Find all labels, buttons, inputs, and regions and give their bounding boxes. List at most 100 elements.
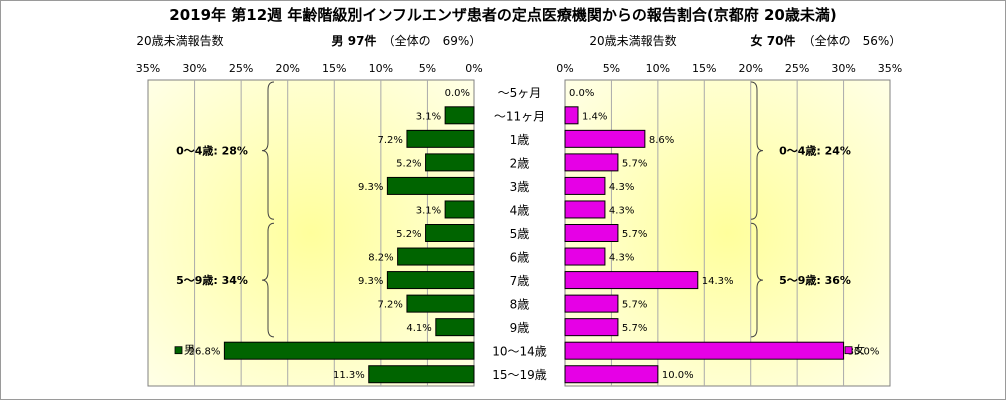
axis-ticks: 35% 30% 25% 20% 15% 10% 5% 0% 0% 5% 10% 15% 20% 25% 30… bbox=[136, 62, 902, 75]
right-tick-label: 10% bbox=[646, 62, 670, 75]
group-labels: 0～4歳: 28% 5～9歳: 34% 0～4歳: 24% 5～9歳: 36% bbox=[176, 144, 851, 287]
male-bar bbox=[444, 106, 475, 125]
left-tick-label: 0% bbox=[465, 62, 482, 75]
female-data-label: 4.3% bbox=[609, 253, 634, 264]
female-data-label: 4.3% bbox=[609, 205, 634, 216]
legend: 男女 bbox=[174, 343, 865, 357]
female-data-label: 5.7% bbox=[622, 300, 647, 311]
male-data-label: 0.0% bbox=[445, 88, 470, 99]
left-tick-label: 5% bbox=[419, 62, 436, 75]
female-bar bbox=[564, 271, 699, 290]
female-brace-0-4 bbox=[750, 81, 764, 220]
legend-swatch-female bbox=[844, 346, 853, 355]
category-label: 15～19歳 bbox=[492, 368, 547, 382]
male-data-label: 11.3% bbox=[333, 370, 365, 381]
left-tick-label: 20% bbox=[275, 62, 299, 75]
female-brace-5-9 bbox=[750, 222, 764, 338]
male-data-label: 9.3% bbox=[358, 182, 383, 193]
female-data-label: 0.0% bbox=[569, 88, 594, 99]
male-bar bbox=[406, 129, 475, 148]
female-bar bbox=[564, 247, 606, 266]
female-bar bbox=[564, 200, 606, 219]
female-group-label-5-9: 5～9歳: 36% bbox=[779, 273, 851, 287]
male-bar bbox=[444, 200, 475, 219]
right-tick-label: 0% bbox=[556, 62, 573, 75]
male-bar bbox=[425, 153, 475, 172]
right-tick-label: 35% bbox=[878, 62, 902, 75]
female-bar bbox=[564, 318, 619, 337]
male-bar bbox=[406, 294, 475, 313]
category-label: 6歳 bbox=[510, 251, 530, 265]
right-axis-label: 20歳未満報告数 bbox=[589, 33, 676, 48]
male-data-label: 7.2% bbox=[378, 135, 403, 146]
male-bar bbox=[397, 247, 475, 266]
female-data-label: 4.3% bbox=[609, 182, 634, 193]
legend-label-female: 女 bbox=[854, 343, 865, 357]
female-data-label: 5.7% bbox=[622, 229, 647, 240]
left-tick-label: 10% bbox=[369, 62, 393, 75]
right-tick-label: 30% bbox=[831, 62, 855, 75]
data-labels: 0.0% 0.0% 3.1% 1.4% 7.2% 8.6% 5.2% 5.7% 9.3% 4.3%… bbox=[189, 88, 880, 381]
left-tick-label: 15% bbox=[322, 62, 346, 75]
male-group-label-5-9: 5～9歳: 34% bbox=[176, 273, 248, 287]
male-data-label: 5.2% bbox=[396, 229, 421, 240]
right-series-header: 女 70件 bbox=[751, 33, 796, 48]
male-bar bbox=[386, 271, 475, 290]
male-data-label: 3.1% bbox=[416, 205, 441, 216]
female-data-label: 5.7% bbox=[622, 158, 647, 169]
category-label: 8歳 bbox=[510, 298, 530, 312]
male-brace-0-4 bbox=[261, 81, 275, 220]
left-tick-label: 30% bbox=[182, 62, 206, 75]
female-bar bbox=[564, 341, 845, 360]
legend-swatch-male bbox=[174, 346, 183, 355]
category-label: ～5ヶ月 bbox=[498, 86, 542, 100]
chart-title: 2019年 第12週 年齢階級別インフルエンザ患者の定点医療機関からの報告割合(… bbox=[169, 6, 836, 24]
bars bbox=[223, 106, 845, 384]
male-data-label: 4.1% bbox=[406, 323, 431, 334]
male-data-label: 26.8% bbox=[189, 347, 221, 358]
female-bar bbox=[564, 129, 646, 148]
female-data-label: 5.7% bbox=[622, 323, 647, 334]
left-axis-label: 20歳未満報告数 bbox=[136, 33, 223, 48]
category-label: 10～14歳 bbox=[492, 345, 547, 359]
legend-label-male: 男 bbox=[184, 344, 195, 357]
female-bar bbox=[564, 294, 619, 313]
female-group-label-0-4: 0～4歳: 24% bbox=[779, 144, 851, 158]
category-label: 4歳 bbox=[510, 203, 530, 217]
category-label: ～11ヶ月 bbox=[494, 109, 545, 123]
category-labels: ～5ヶ月 ～11ヶ月 1歳 2歳 3歳 4歳 5歳 6歳 7歳 8歳 9歳 10～14歳 15～19歳 bbox=[492, 86, 547, 382]
female-data-label: 8.6% bbox=[649, 135, 674, 146]
female-data-label: 10.0% bbox=[662, 370, 694, 381]
right-tick-label: 25% bbox=[785, 62, 809, 75]
male-brace-5-9 bbox=[261, 222, 275, 338]
category-label: 2歳 bbox=[510, 156, 530, 170]
male-data-label: 3.1% bbox=[416, 111, 441, 122]
category-label: 5歳 bbox=[510, 227, 530, 241]
left-share-label: （全体の 69%） bbox=[383, 33, 482, 48]
female-bar bbox=[564, 106, 579, 125]
left-series-header: 男 97件 bbox=[332, 33, 377, 48]
male-group-label-0-4: 0～4歳: 28% bbox=[176, 144, 248, 158]
male-bar bbox=[435, 318, 475, 337]
female-bar bbox=[564, 224, 619, 242]
female-bar bbox=[564, 176, 606, 195]
right-tick-label: 15% bbox=[692, 62, 716, 75]
female-bar bbox=[564, 365, 659, 384]
male-data-label: 8.2% bbox=[368, 253, 393, 264]
male-bar bbox=[223, 341, 475, 360]
age-group-braces bbox=[261, 81, 764, 338]
male-bar bbox=[425, 224, 475, 242]
male-bar bbox=[386, 176, 475, 195]
category-label: 3歳 bbox=[510, 180, 530, 194]
male-bar bbox=[368, 365, 475, 384]
right-tick-label: 5% bbox=[603, 62, 620, 75]
male-data-label: 5.2% bbox=[396, 158, 421, 169]
right-share-label: （全体の 56%） bbox=[803, 33, 902, 48]
male-data-label: 7.2% bbox=[378, 300, 403, 311]
female-bar bbox=[564, 153, 619, 172]
category-label: 1歳 bbox=[510, 133, 530, 147]
right-tick-label: 20% bbox=[738, 62, 762, 75]
category-label: 9歳 bbox=[510, 321, 530, 335]
category-label: 7歳 bbox=[510, 274, 530, 288]
